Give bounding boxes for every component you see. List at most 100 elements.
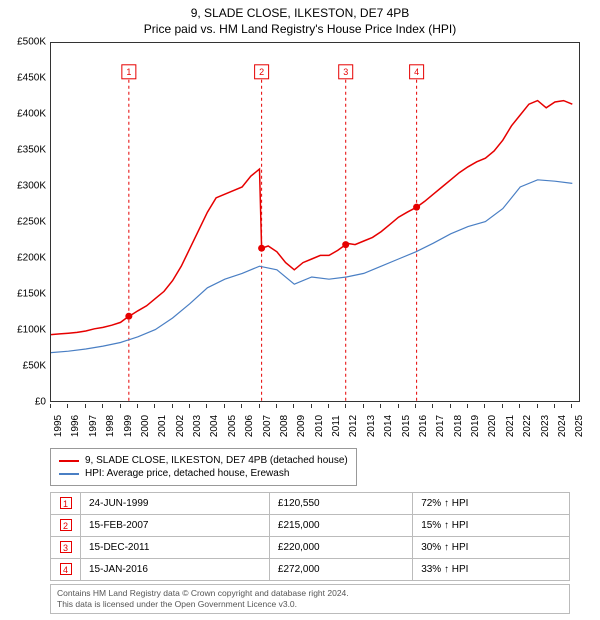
sale-pct: 33% ↑ HPI xyxy=(413,559,570,581)
sale-pct: 30% ↑ HPI xyxy=(413,537,570,559)
y-tick-label: £300K xyxy=(17,181,46,192)
legend-label: 9, SLADE CLOSE, ILKESTON, DE7 4PB (detac… xyxy=(85,455,348,466)
x-tick-mark xyxy=(380,404,381,408)
table-row: 124-JUN-1999£120,55072% ↑ HPI xyxy=(51,493,570,515)
x-tick-mark xyxy=(571,404,572,408)
x-tick-mark xyxy=(450,404,451,408)
sale-price: £120,550 xyxy=(269,493,412,515)
sale-marker-number: 1 xyxy=(126,67,131,77)
sale-price: £215,000 xyxy=(269,515,412,537)
x-tick-mark xyxy=(432,404,433,408)
sale-marker-dot xyxy=(342,241,349,248)
sale-number-box: 3 xyxy=(60,541,72,553)
x-tick-mark xyxy=(120,404,121,408)
x-tick-label: 1998 xyxy=(105,415,116,437)
x-tick-label: 2021 xyxy=(505,415,516,437)
x-tick-mark xyxy=(293,404,294,408)
x-tick-mark xyxy=(154,404,155,408)
sale-price: £272,000 xyxy=(269,559,412,581)
sale-number-cell: 1 xyxy=(51,493,81,515)
x-tick-label: 2001 xyxy=(157,415,168,437)
sale-date: 15-FEB-2007 xyxy=(81,515,270,537)
x-tick-label: 2025 xyxy=(574,415,585,437)
x-tick-mark xyxy=(189,404,190,408)
x-tick-mark xyxy=(519,404,520,408)
y-tick-label: £150K xyxy=(17,289,46,300)
sale-marker-number: 2 xyxy=(259,67,264,77)
x-tick-label: 1996 xyxy=(70,415,81,437)
sale-number-box: 4 xyxy=(60,563,72,575)
sale-marker-dot xyxy=(413,204,420,211)
x-tick-label: 2014 xyxy=(383,415,394,437)
footer: Contains HM Land Registry data © Crown c… xyxy=(50,584,570,614)
x-tick-label: 2010 xyxy=(314,415,325,437)
legend-item: 9, SLADE CLOSE, ILKESTON, DE7 4PB (detac… xyxy=(59,454,348,467)
y-axis: £0£50K£100K£150K£200K£250K£300K£350K£400… xyxy=(0,42,50,402)
chart-subtitle: Price paid vs. HM Land Registry's House … xyxy=(0,20,600,40)
y-tick-label: £50K xyxy=(23,361,46,372)
x-tick-mark xyxy=(50,404,51,408)
sales-table: 124-JUN-1999£120,55072% ↑ HPI 2 15-FEB-200… xyxy=(50,492,570,581)
x-axis: 1995199619971998199920002001200220032004… xyxy=(50,404,580,444)
x-tick-mark xyxy=(398,404,399,408)
x-tick-label: 2017 xyxy=(435,415,446,437)
x-tick-label: 2015 xyxy=(401,415,412,437)
x-tick-mark xyxy=(102,404,103,408)
x-tick-label: 2018 xyxy=(453,415,464,437)
x-tick-label: 2013 xyxy=(366,415,377,437)
sale-date: 15-DEC-2011 xyxy=(81,537,270,559)
x-tick-mark xyxy=(345,404,346,408)
x-tick-mark xyxy=(172,404,173,408)
sale-date: 15-JAN-2016 xyxy=(81,559,270,581)
x-tick-mark xyxy=(537,404,538,408)
y-tick-label: £450K xyxy=(17,73,46,84)
sale-number-box: 2 xyxy=(60,519,72,531)
sale-marker-number: 4 xyxy=(414,67,419,77)
y-tick-label: £350K xyxy=(17,145,46,156)
table-row: 2 15-FEB-2007£215,00015% ↑ HPI xyxy=(51,515,570,537)
x-tick-mark xyxy=(67,404,68,408)
chart-svg: 1234 xyxy=(51,43,581,403)
x-tick-label: 2005 xyxy=(227,415,238,437)
chart-title: 9, SLADE CLOSE, ILKESTON, DE7 4PB xyxy=(0,0,600,20)
legend-swatch xyxy=(59,460,79,462)
x-tick-label: 2003 xyxy=(192,415,203,437)
x-tick-label: 2009 xyxy=(296,415,307,437)
table-row: 3 15-DEC-2011£220,00030% ↑ HPI xyxy=(51,537,570,559)
x-tick-mark xyxy=(206,404,207,408)
sale-marker-dot xyxy=(125,313,132,320)
x-tick-mark xyxy=(467,404,468,408)
sale-marker-dot xyxy=(258,245,265,252)
x-tick-label: 2020 xyxy=(487,415,498,437)
y-tick-label: £100K xyxy=(17,325,46,336)
x-tick-mark xyxy=(85,404,86,408)
x-tick-label: 2022 xyxy=(522,415,533,437)
y-tick-label: £500K xyxy=(17,37,46,48)
x-tick-label: 2006 xyxy=(244,415,255,437)
legend-item: HPI: Average price, detached house, Erew… xyxy=(59,467,348,480)
sale-pct: 15% ↑ HPI xyxy=(413,515,570,537)
x-tick-mark xyxy=(137,404,138,408)
x-tick-mark xyxy=(241,404,242,408)
sale-date: 24-JUN-1999 xyxy=(81,493,270,515)
x-tick-mark xyxy=(276,404,277,408)
sale-price: £220,000 xyxy=(269,537,412,559)
x-tick-mark xyxy=(363,404,364,408)
x-tick-label: 2016 xyxy=(418,415,429,437)
x-tick-mark xyxy=(311,404,312,408)
footer-line1: Contains HM Land Registry data © Crown c… xyxy=(57,588,563,599)
legend-swatch xyxy=(59,473,79,475)
x-tick-label: 1999 xyxy=(123,415,134,437)
x-tick-mark xyxy=(415,404,416,408)
x-tick-label: 2007 xyxy=(262,415,273,437)
x-tick-mark xyxy=(554,404,555,408)
legend-label: HPI: Average price, detached house, Erew… xyxy=(85,468,289,479)
sale-number-cell: 3 xyxy=(51,537,81,559)
x-tick-label: 1997 xyxy=(88,415,99,437)
footer-line2: This data is licensed under the Open Gov… xyxy=(57,599,563,610)
x-tick-label: 1995 xyxy=(53,415,64,437)
x-tick-mark xyxy=(328,404,329,408)
x-tick-label: 2002 xyxy=(175,415,186,437)
chart-container: 9, SLADE CLOSE, ILKESTON, DE7 4PB Price … xyxy=(0,0,600,620)
y-tick-label: £400K xyxy=(17,109,46,120)
